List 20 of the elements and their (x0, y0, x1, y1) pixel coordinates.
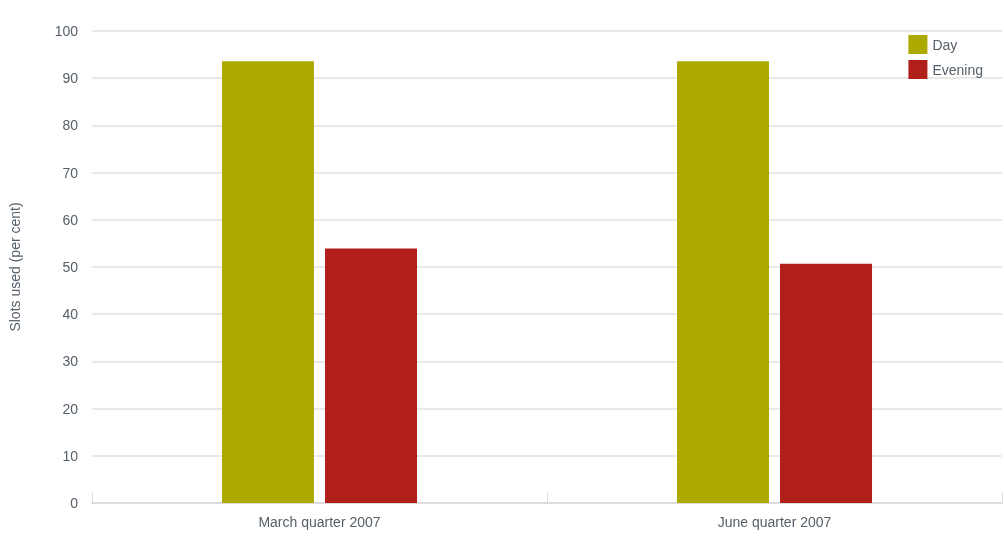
y-tick-label: 40 (62, 306, 79, 323)
bar (780, 263, 873, 503)
legend-label: Evening (932, 61, 983, 78)
y-tick-label: 90 (62, 70, 79, 87)
y-tick-label: 30 (62, 353, 79, 370)
legend-label: Day (932, 36, 958, 53)
x-tick-label: March quarter 2007 (258, 514, 381, 530)
y-tick-label: 10 (62, 447, 79, 464)
bar (221, 61, 314, 503)
x-tick-label: June quarter 2007 (717, 514, 832, 530)
y-tick-label: 70 (62, 164, 79, 181)
y-tick-label: 60 (62, 211, 79, 228)
bar (676, 61, 769, 503)
y-tick-label: 0 (70, 495, 79, 511)
y-tick-label: 80 (62, 117, 79, 134)
y-tick-label: 100 (54, 23, 79, 39)
y-tick-label: 50 (62, 259, 79, 275)
bar (325, 248, 418, 503)
y-tick-label: 20 (62, 400, 79, 417)
y-axis-title: Slots used (per cent) (7, 202, 23, 332)
